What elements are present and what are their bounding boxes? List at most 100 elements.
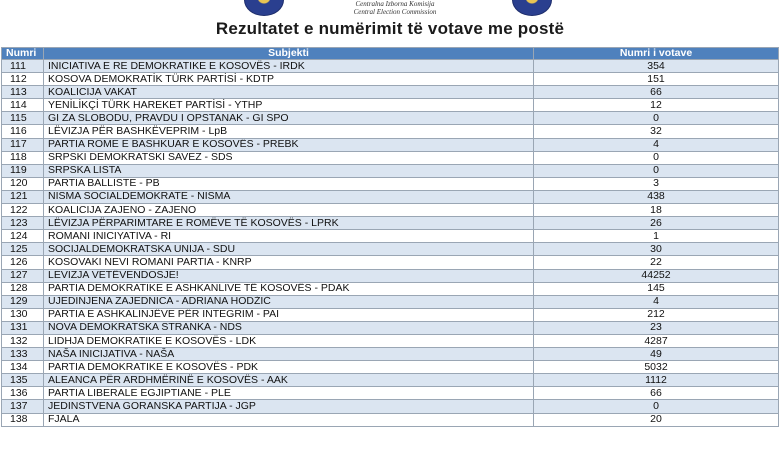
row-number: 122 (1, 203, 44, 218)
cec-emblem-left (244, 0, 284, 16)
party-name: PARTIA DEMOKRATIKE E ASHKANLIVE TË KOSOV… (43, 281, 534, 296)
row-number: 125 (1, 242, 44, 257)
vote-count: 49 (533, 347, 779, 362)
table-row: 126 KOSOVAKI NEVI ROMANI PARTIA - KNRP 22 (1, 255, 779, 270)
table-row: 136 PARTIA LIBERALE EGJIPTIANE - PLE 66 (1, 386, 779, 401)
table-row: 120 PARTIA BALLISTE - PB 3 (1, 176, 779, 191)
vote-count: 3 (533, 176, 779, 191)
vote-count: 5032 (533, 360, 779, 375)
vote-count: 30 (533, 242, 779, 257)
vote-count: 0 (533, 163, 779, 178)
table-row: 112 KOSOVA DEMOKRATİK TÜRK PARTİSİ - KDTP… (1, 72, 779, 87)
row-number: 137 (1, 399, 44, 414)
vote-count: 44252 (533, 268, 779, 283)
party-name: PARTIA ROME E BASHKUAR E KOSOVËS - PREBK (43, 137, 534, 152)
row-number: 123 (1, 216, 44, 231)
table-row: 129 UJEDINJENA ZAJEDNICA - ADRIANA HODŽIĆ… (1, 294, 779, 309)
org-name-line2: Central Election Commission (353, 8, 437, 16)
vote-count: 22 (533, 255, 779, 270)
party-name: SOCIJALDEMOKRATSKA UNIJA - SDU (43, 242, 534, 257)
table-row: 125 SOCIJALDEMOKRATSKA UNIJA - SDU 30 (1, 242, 779, 257)
row-number: 126 (1, 255, 44, 270)
row-number: 134 (1, 360, 44, 375)
table-row: 128 PARTIA DEMOKRATIKE E ASHKANLIVE TË KO… (1, 281, 779, 296)
party-name: NAŠA INICIJATIVA - NAŠA (43, 347, 534, 362)
vote-count: 66 (533, 85, 779, 100)
table-row: 116 LËVIZJA PËR BASHKËVEPRIM - LpB 32 (1, 124, 779, 139)
party-name: ALEANCA PËR ARDHMËRINË E KOSOVËS - AAK (43, 373, 534, 388)
results-table: Numri Subjekti Numri i votave 111 INICIAT… (1, 47, 779, 427)
row-number: 117 (1, 137, 44, 152)
vote-count: 32 (533, 124, 779, 139)
row-number: 119 (1, 163, 44, 178)
party-name: KOSOVA DEMOKRATİK TÜRK PARTİSİ - KDTP (43, 72, 534, 87)
vote-count: 20 (533, 412, 779, 427)
table-row: 113 KOALICIJA VAKAT 66 (1, 85, 779, 100)
vote-count: 1112 (533, 373, 779, 388)
party-name: YENİLİKÇİ TÜRK HAREKET PARTİSİ - YTHP (43, 98, 534, 113)
table-row: 121 NISMA SOCIALDEMOKRATE - NISMA 438 (1, 189, 779, 205)
row-number: 138 (1, 412, 44, 427)
vote-count: 4 (533, 137, 779, 152)
row-number: 130 (1, 307, 44, 322)
party-name: PARTIA E ASHKALINJËVE PËR INTEGRIM - PAI (43, 307, 534, 322)
row-number: 111 (1, 58, 44, 74)
party-name: GI ZA SLOBODU, PRAVDU I OPSTANAK - GI SP… (43, 111, 534, 126)
table-row: 133 NAŠA INICIJATIVA - NAŠA 49 (1, 347, 779, 362)
vote-count: 0 (533, 111, 779, 126)
party-name: JEDINSTVENA GORANSKA PARTIJA - JGP (43, 399, 534, 414)
table-row: 137 JEDINSTVENA GORANSKA PARTIJA - JGP 0 (1, 399, 779, 414)
vote-count: 0 (533, 399, 779, 414)
table-row: 124 ROMANI INICIYATIVA - RI 1 (1, 229, 779, 244)
party-name: FJALA (43, 412, 534, 427)
party-name: KOSOVAKI NEVI ROMANI PARTIA - KNRP (43, 255, 534, 270)
party-name: PARTIA DEMOKRATIKE E KOSOVËS - PDK (43, 360, 534, 375)
row-number: 124 (1, 229, 44, 244)
table-row: 114 YENİLİKÇİ TÜRK HAREKET PARTİSİ - YTHP… (1, 98, 779, 113)
column-header-numri: Numri (1, 47, 44, 60)
table-row: 111 INICIATIVA E RE DEMOKRATIKE E KOSOVËS… (1, 58, 779, 74)
row-number: 127 (1, 268, 44, 283)
column-header-subjekti: Subjekti (43, 47, 534, 60)
vote-count: 151 (533, 72, 779, 87)
vote-count: 0 (533, 150, 779, 165)
party-name: SRPSKA LISTA (43, 163, 534, 178)
party-name: NISMA SOCIALDEMOKRATE - NISMA (43, 189, 534, 205)
row-number: 116 (1, 124, 44, 139)
vote-count: 145 (533, 281, 779, 296)
table-row: 123 LËVIZJA PËRPARIMTARE E ROMËVE TË KOSO… (1, 216, 779, 231)
row-number: 135 (1, 373, 44, 388)
table-header-row: Numri Subjekti Numri i votave (1, 47, 779, 60)
party-name: LIDHJA DEMOKRATIKE E KOSOVËS - LDK (43, 333, 534, 349)
row-number: 120 (1, 176, 44, 191)
row-number: 129 (1, 294, 44, 309)
party-name: PARTIA LIBERALE EGJIPTIANE - PLE (43, 386, 534, 401)
table-row: 127 LEVIZJA VETËVENDOSJE! 44252 (1, 268, 779, 283)
party-name: PARTIA BALLISTE - PB (43, 176, 534, 191)
table-row: 138 FJALA 20 (1, 412, 779, 427)
vote-count: 18 (533, 203, 779, 218)
row-number: 115 (1, 111, 44, 126)
cec-emblem-right (512, 0, 552, 16)
table-row: 134 PARTIA DEMOKRATIKE E KOSOVËS - PDK 503… (1, 360, 779, 375)
party-name: KOALICIJA VAKAT (43, 85, 534, 100)
party-name: NOVA DEMOKRATSKA STRANKA - NDS (43, 320, 534, 335)
party-name: LEVIZJA VETËVENDOSJE! (43, 268, 534, 283)
vote-count: 66 (533, 386, 779, 401)
vote-count: 1 (533, 229, 779, 244)
party-name: LËVIZJA PËRPARIMTARE E ROMËVE TË KOSOVËS… (43, 216, 534, 231)
vote-count: 212 (533, 307, 779, 322)
vote-count: 354 (533, 58, 779, 74)
table-row: 132 LIDHJA DEMOKRATIKE E KOSOVËS - LDK 428… (1, 333, 779, 349)
vote-count: 23 (533, 320, 779, 335)
row-number: 118 (1, 150, 44, 165)
row-number: 136 (1, 386, 44, 401)
table-row: 130 PARTIA E ASHKALINJËVE PËR INTEGRIM - … (1, 307, 779, 322)
table-row: 122 KOALICIJA ZAJENO - ZAJENO 18 (1, 203, 779, 218)
party-name: KOALICIJA ZAJENO - ZAJENO (43, 203, 534, 218)
vote-count: 4 (533, 294, 779, 309)
row-number: 113 (1, 85, 44, 100)
row-number: 121 (1, 189, 44, 205)
table-row: 131 NOVA DEMOKRATSKA STRANKA - NDS 23 (1, 320, 779, 335)
row-number: 132 (1, 333, 44, 349)
